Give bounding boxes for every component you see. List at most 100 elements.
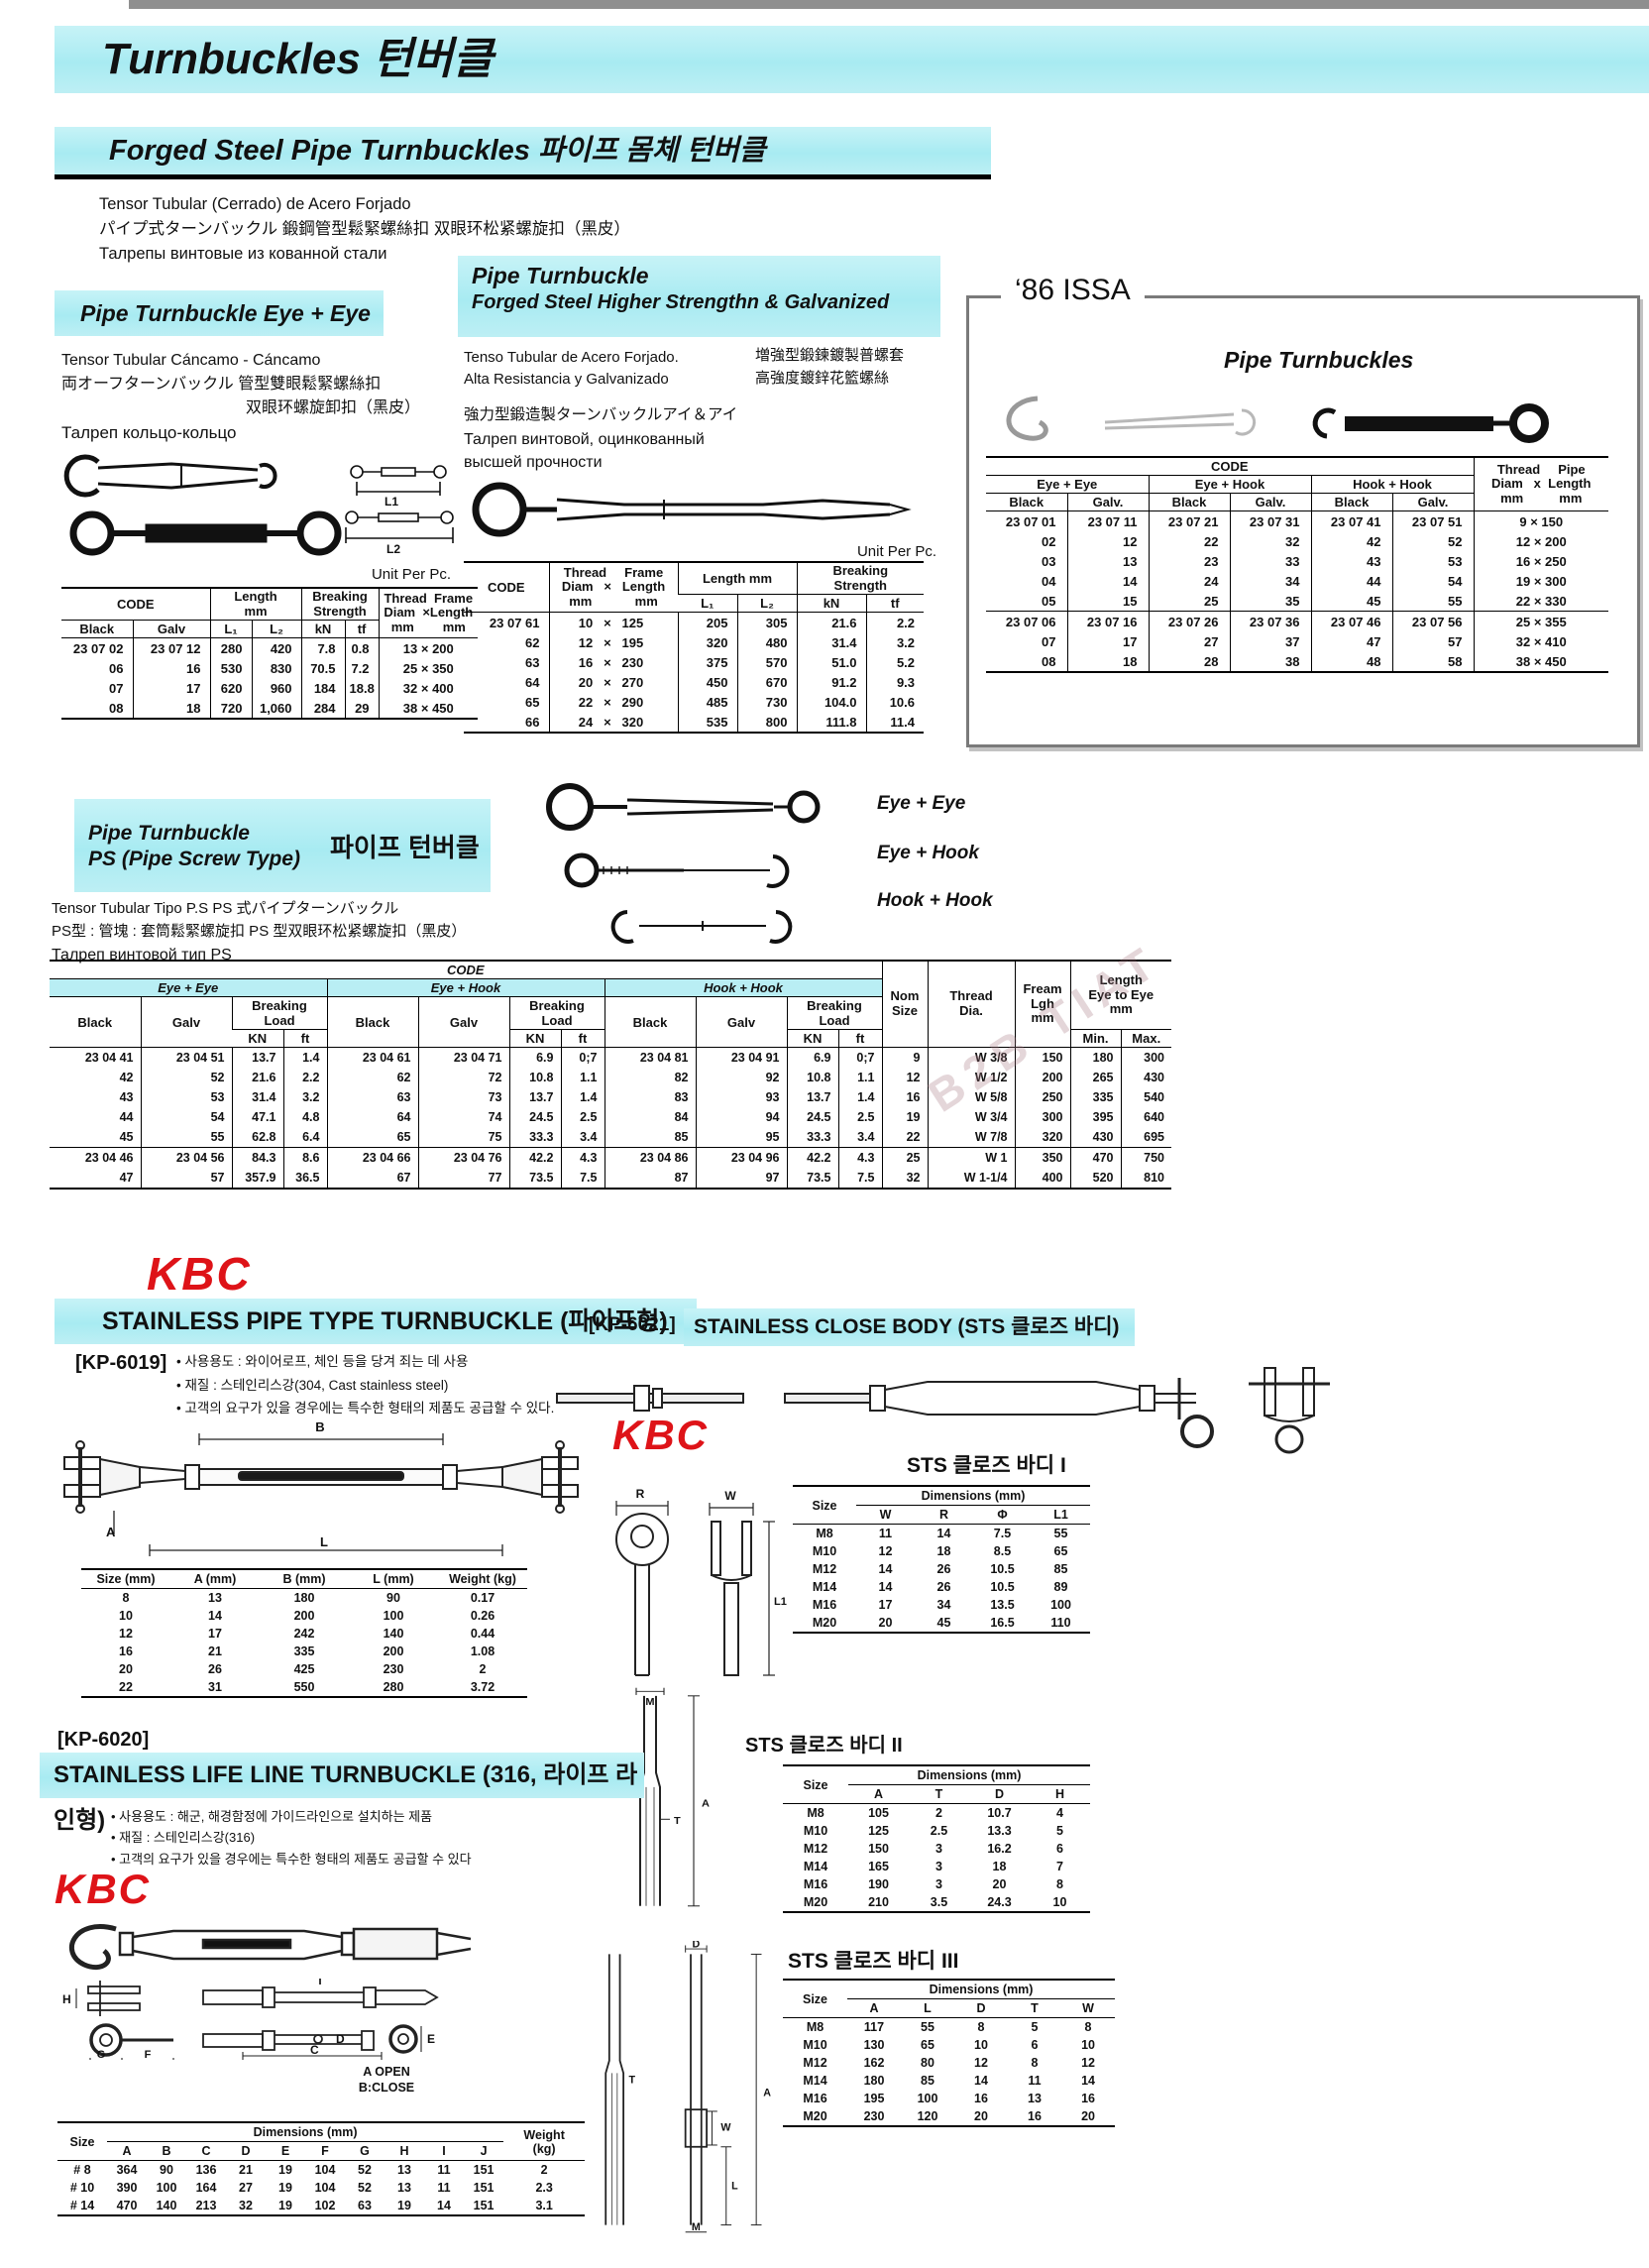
desc-line: 高強度鍍鋅花籃螺絲	[755, 369, 890, 387]
col-header: Dimensions (mm)	[848, 1765, 1091, 1785]
col-header: Eye + Eye	[986, 475, 1149, 494]
table-cell: 63	[525, 654, 540, 670]
table-cell: 22	[1148, 531, 1230, 551]
col-header: H	[399, 2144, 409, 2158]
dim-label-d: D	[693, 1941, 701, 1950]
table-cell: 10.8	[508, 1068, 561, 1087]
table-cell: 23 07 61	[489, 615, 540, 630]
table-row: 05 15 25 35 45 55 22 × 330	[986, 591, 1608, 612]
table-row: 03 13 23 33 43 53 16 × 250	[986, 551, 1608, 571]
col-header: tf	[865, 594, 925, 613]
kp6019-title: STAINLESS PIPE TYPE TURNBUCKLE (파이프형)	[102, 1307, 668, 1335]
col-header: Weight (kg)	[523, 2127, 565, 2156]
table-cell: 162	[863, 2055, 885, 2070]
table-cell: 24	[1148, 571, 1230, 591]
table-cell: 8.5	[993, 1543, 1012, 1558]
table-cell: 29	[344, 698, 380, 720]
table-cell: 23 07 11	[1066, 510, 1149, 531]
table-row: 23 07 01 23 07 11 23 07 21 23 07 31 23 07 41…	[986, 510, 1608, 531]
desc-line: Tenso Tubular de Acero Forjado.	[464, 349, 679, 366]
table-cell: 33	[1229, 551, 1311, 571]
table-cell: 27	[239, 2180, 253, 2195]
col-header: Hook + Hook	[1310, 475, 1474, 494]
table-cell: 300	[1120, 1047, 1172, 1068]
table-cell: 17	[878, 1597, 893, 1612]
table-row: 22 31 550 280 3.72	[81, 1678, 527, 1697]
col-header: C	[201, 2144, 211, 2158]
table-cell: 1.08	[470, 1644, 495, 1658]
col-header: D	[241, 2144, 251, 2158]
table-row: 63 16 × 230 375 570 51.0 5.2	[464, 652, 925, 673]
ps-label-hook-hook: Hook + Hook	[877, 890, 993, 911]
table-cell: 100	[917, 2091, 938, 2105]
table-cell: 150	[868, 1841, 889, 1856]
dim-label-l: L	[320, 1534, 328, 1549]
table-cell: 47	[119, 1170, 134, 1185]
table-cell: 11	[437, 2162, 451, 2177]
table-sts2: Size Dimensions (mm) A T D H M8 105 2 10.7 4…	[783, 1764, 1091, 1913]
table-cell: 280	[383, 1679, 404, 1694]
dim-label-d: D	[336, 2032, 345, 2046]
table-cell: 12	[878, 1543, 893, 1558]
table-cell: 25 × 350	[378, 658, 479, 679]
table-row: 23 07 61 10 × 125 205 305 21.6 2.2	[464, 612, 925, 633]
desc-line: высшей прочности	[464, 454, 603, 472]
kp6019-illustration: B A L	[63, 1419, 579, 1556]
table-cell: 23 04 71	[417, 1047, 509, 1068]
table-cell: M20	[803, 2108, 827, 2123]
table-cell: 5	[1056, 1823, 1063, 1838]
table-cell: 2	[540, 2162, 548, 2177]
table-cell: 136	[195, 2162, 217, 2177]
bullet-line: • 고객의 요구가 있을 경우에는 특수한 형태의 제품도 공급할 수 있다.	[176, 1401, 555, 1417]
mid-desc-jp: 強力型鍛造製ターンバックルアイ＆アイ	[464, 406, 738, 423]
table-cell: 18	[992, 1859, 1007, 1873]
table-cell: 6.9	[508, 1047, 561, 1068]
table-cell: 7.2	[344, 658, 380, 679]
table-cell: 430	[1069, 1127, 1121, 1148]
col-header: Black	[326, 996, 418, 1048]
table-cell: 100	[156, 2180, 177, 2195]
ps-label-eye-eye: Eye + Eye	[877, 793, 966, 814]
table-cell: 9	[881, 1047, 928, 1068]
table-cell: 85	[921, 2073, 934, 2088]
col-header: Dimensions (mm)	[847, 1980, 1116, 1999]
table-cell: 64	[525, 674, 540, 690]
section-underline	[55, 174, 991, 179]
table-cell: 02	[1042, 533, 1056, 549]
table-cell: 151	[473, 2198, 495, 2212]
table-cell: 23 04 96	[695, 1147, 787, 1168]
table-cell: 7.5	[993, 1526, 1012, 1540]
col-header: Dimensions (mm)	[856, 1486, 1091, 1506]
table-cell: 300	[1014, 1107, 1070, 1127]
table-cell: 13	[397, 2180, 411, 2195]
col-header: Breaking Strength	[300, 588, 380, 622]
table-cell: 6	[1031, 2037, 1039, 2052]
dim-label-a: A	[702, 1799, 710, 1809]
table-cell: 2.5	[837, 1107, 882, 1127]
table-cell: 10	[974, 2037, 988, 2052]
table-cell: 44	[119, 1109, 134, 1124]
table-cell: 77	[417, 1168, 509, 1189]
table-cell: 90	[386, 1590, 400, 1605]
table-cell: 23 04 91	[695, 1047, 787, 1068]
col-header: L	[924, 2001, 932, 2015]
col-header: KN	[508, 1029, 561, 1048]
table-cell: 130	[863, 2037, 885, 2052]
table-cell: M8	[806, 2019, 824, 2034]
table-cell: 110	[1050, 1615, 1071, 1630]
dim-label-r: R	[636, 1487, 645, 1501]
col-header: Max.	[1120, 1029, 1172, 1048]
close-body-1-diagram: R W L1	[615, 1487, 787, 1676]
table-cell: 3.5	[930, 1894, 948, 1909]
col-header: ft	[837, 1029, 882, 1048]
col-header: CODE	[61, 588, 210, 622]
table-cell: 1.4	[560, 1087, 605, 1107]
table-cell: 73	[417, 1087, 509, 1107]
table-cell: 22 × 330	[1473, 591, 1608, 612]
table-cell: 7.5	[837, 1168, 882, 1189]
table-cell: 43	[119, 1089, 134, 1104]
table-cell: 55	[921, 2019, 934, 2034]
table-cell: 140	[156, 2198, 177, 2212]
table-cell: 2.2	[865, 612, 925, 633]
table-cell: 21	[239, 2162, 253, 2177]
